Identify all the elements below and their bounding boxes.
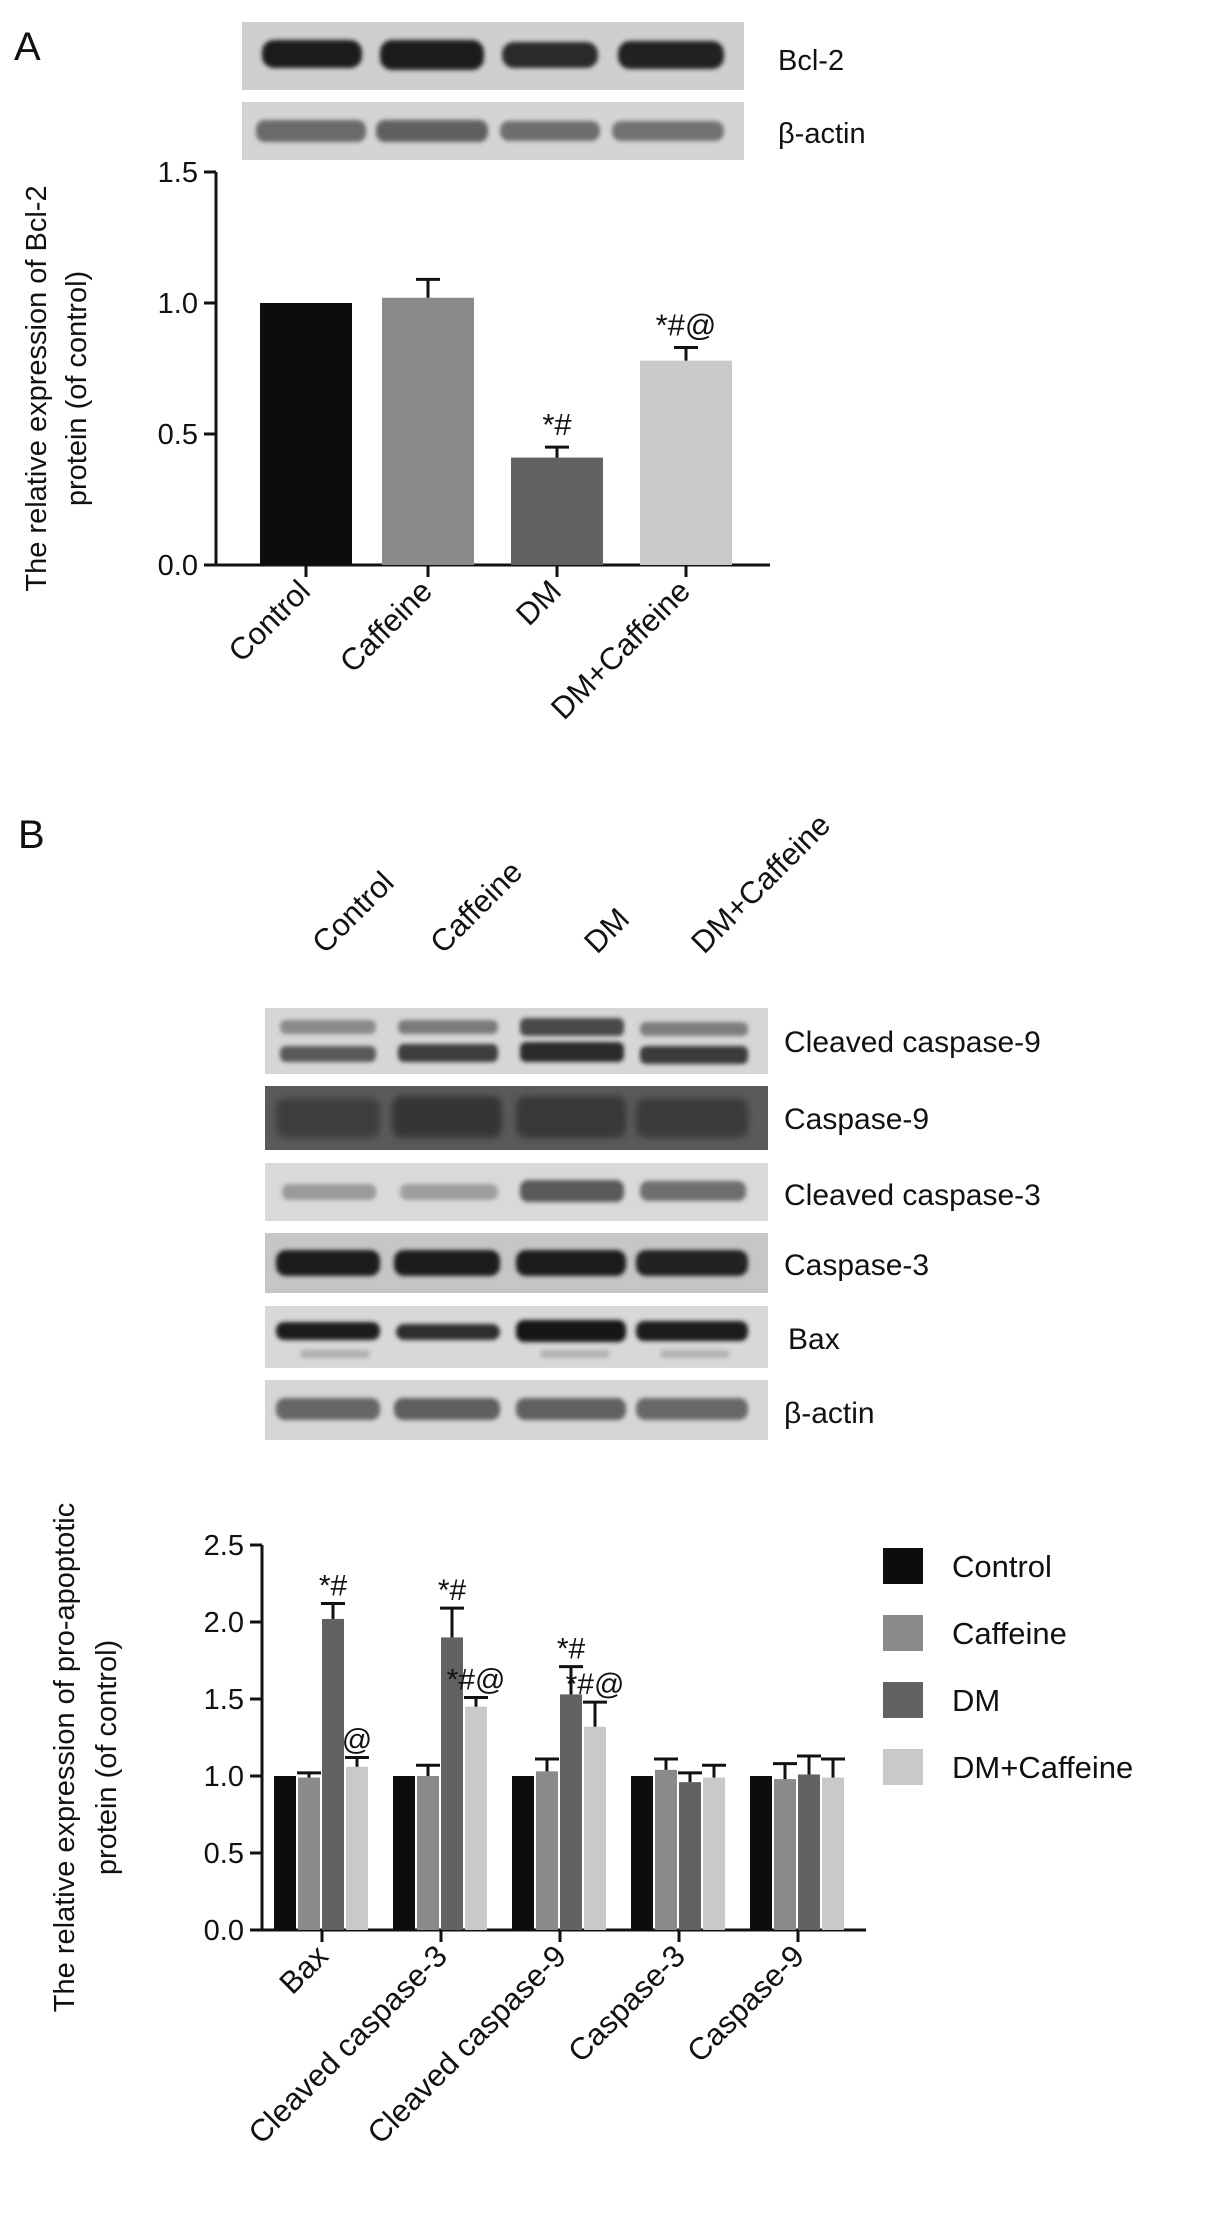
chart-b-bar-caspase-3-dm-caffeine xyxy=(703,1777,725,1930)
chart-b-bar-caspase-3-dm xyxy=(679,1782,701,1930)
cleaved-caspase-3-blot xyxy=(265,1163,768,1221)
chart-b-bar-caspase-9-control xyxy=(750,1776,772,1930)
beta-actin-blot-b xyxy=(265,1380,768,1440)
beta-actin-blot-a xyxy=(242,102,744,160)
chart-b-annotation-cleaved-caspase-9-dm-caffeine: *#@ xyxy=(566,1668,625,1701)
panel-b-letter: B xyxy=(18,813,45,857)
chart-a-ylabel-line-2: protein (of control) xyxy=(61,271,93,506)
chart-a-ylabel-line-1: The relative expression of Bcl-2 xyxy=(21,185,53,591)
chart-a-bar-dm-caffeine xyxy=(640,360,732,565)
chart-b-bar-caspase-3-caffeine xyxy=(655,1769,677,1930)
chart-b-annotation-bax-dm: *# xyxy=(319,1570,348,1603)
lane-label-control: Control xyxy=(305,865,400,960)
chart-b-bar-caspase-9-dm-caffeine xyxy=(822,1777,844,1930)
chart-b-bar-cleaved-caspase-3-caffeine xyxy=(417,1776,439,1930)
chart-b-bar-caspase-9-caffeine xyxy=(774,1779,796,1930)
blot-label-beta-actin-a: β-actin xyxy=(778,118,866,150)
chart-b-ytick-label: 0.5 xyxy=(204,1838,244,1870)
chart-b-annotation-cleaved-caspase-9-dm: *# xyxy=(557,1633,586,1666)
chart-b-ylabel-line-1: The relative expression of pro-apoptotic xyxy=(49,1503,81,2012)
chart-a-ylabel: The relative expression of Bcl-2 protein… xyxy=(21,185,93,591)
chart-b-ytick-label: 2.5 xyxy=(204,1530,244,1562)
chart-b-bar-cleaved-caspase-3-dm xyxy=(441,1637,463,1930)
chart-b-annotation-cleaved-caspase-3-dm-caffeine: *#@ xyxy=(447,1663,506,1696)
chart-b-bar-cleaved-caspase-9-dm-caffeine xyxy=(584,1726,606,1930)
chart-a-ytick-label: 1.5 xyxy=(158,157,198,189)
chart-b-annotation-cleaved-caspase-3-dm: *# xyxy=(438,1574,467,1607)
chart-b-bar-bax-control xyxy=(274,1776,296,1930)
chart-a: The relative expression of Bcl-2 protein… xyxy=(21,157,770,726)
lane-label-dm-caffeine: DM+Caffeine xyxy=(684,807,837,960)
chart-b-bar-bax-caffeine xyxy=(298,1777,320,1930)
chart-b-ytick-label: 2.0 xyxy=(204,1607,244,1639)
chart-b-bar-cleaved-caspase-3-control xyxy=(393,1776,415,1930)
chart-b-xtick-label-cleaved-caspase-9: Cleaved caspase-9 xyxy=(361,1938,573,2150)
chart-a-xtick-label-caffeine: Caffeine xyxy=(333,573,439,679)
chart-b-bar-bax-dm-caffeine xyxy=(346,1766,368,1930)
chart-b-bar-cleaved-caspase-9-dm xyxy=(560,1694,582,1930)
legend-label-dm: DM xyxy=(952,1683,1000,1718)
chart-b-xtick-label-bax: Bax xyxy=(272,1938,335,2001)
blot-label-beta-actin-b: β-actin xyxy=(784,1397,875,1430)
chart-a-xtick-label-dm-caffeine: DM+Caffeine xyxy=(544,573,697,726)
chart-b: The relative expression of pro-apoptotic… xyxy=(49,1503,866,2151)
chart-b-bar-cleaved-caspase-9-control xyxy=(512,1776,534,1930)
bcl2-blot xyxy=(242,22,744,90)
chart-b-bar-caspase-3-control xyxy=(631,1776,653,1930)
caspase-9-blot xyxy=(265,1086,768,1150)
chart-b-bar-caspase-9-dm xyxy=(798,1774,820,1930)
chart-b-ytick-label: 0.0 xyxy=(204,1915,244,1947)
legend-swatch-control xyxy=(883,1548,923,1584)
legend-swatch-caffeine xyxy=(883,1615,923,1651)
chart-b-bar-bax-dm xyxy=(322,1618,344,1930)
chart-a-xtick-label-dm: DM xyxy=(509,573,568,632)
legend-label-control: Control xyxy=(952,1549,1052,1584)
blot-label-cleaved-caspase-3: Cleaved caspase-3 xyxy=(784,1179,1041,1212)
chart-b-ytick-label: 1.0 xyxy=(204,1761,244,1793)
chart-a-bar-dm xyxy=(511,457,603,565)
chart-b-ylabel: The relative expression of pro-apoptotic… xyxy=(49,1503,123,2012)
chart-b-ylabel-line-2: protein (of control) xyxy=(91,1640,123,1875)
panel-a-letter: A xyxy=(14,25,41,69)
lane-label-dm: DM xyxy=(577,901,636,960)
chart-b-bar-cleaved-caspase-9-caffeine xyxy=(536,1771,558,1930)
chart-b-xtick-label-caspase-3: Caspase-3 xyxy=(561,1938,692,2069)
caspase-3-blot xyxy=(265,1233,768,1293)
blot-label-bax: Bax xyxy=(788,1323,840,1356)
cleaved-caspase-9-blot xyxy=(265,1008,768,1074)
chart-b-annotation-bax-dm-caffeine: @ xyxy=(342,1724,372,1757)
chart-a-xtick-label-control: Control xyxy=(222,573,317,668)
chart-a-ytick-label: 0.0 xyxy=(158,550,198,582)
chart-a-annotation-dm-caffeine: *#@ xyxy=(656,308,717,343)
bax-blot xyxy=(265,1306,768,1368)
chart-b-xtick-label-caspase-9: Caspase-9 xyxy=(680,1938,811,2069)
lane-label-caffeine: Caffeine xyxy=(423,854,529,960)
chart-a-bar-control xyxy=(260,303,352,565)
blot-label-bcl2: Bcl-2 xyxy=(778,45,844,77)
chart-a-ytick-label: 1.0 xyxy=(158,288,198,320)
chart-a-annotation-dm: *# xyxy=(542,407,572,442)
legend-swatch-dm-caffeine xyxy=(883,1749,923,1785)
chart-b-bar-cleaved-caspase-3-dm-caffeine xyxy=(465,1706,487,1930)
blot-label-caspase-9: Caspase-9 xyxy=(784,1103,929,1136)
legend-label-caffeine: Caffeine xyxy=(952,1616,1067,1651)
blot-label-cleaved-caspase-9: Cleaved caspase-9 xyxy=(784,1026,1041,1059)
chart-a-bar-caffeine xyxy=(382,297,474,565)
blot-label-caspase-3: Caspase-3 xyxy=(784,1249,929,1282)
chart-b-xtick-label-cleaved-caspase-3: Cleaved caspase-3 xyxy=(242,1938,454,2150)
legend-swatch-dm xyxy=(883,1682,923,1718)
chart-a-ytick-label: 0.5 xyxy=(158,419,198,451)
chart-b-legend: Control Caffeine DM DM+Caffeine xyxy=(883,1548,1133,1785)
legend-label-dm-caffeine: DM+Caffeine xyxy=(952,1750,1133,1785)
chart-b-ytick-label: 1.5 xyxy=(204,1684,244,1716)
